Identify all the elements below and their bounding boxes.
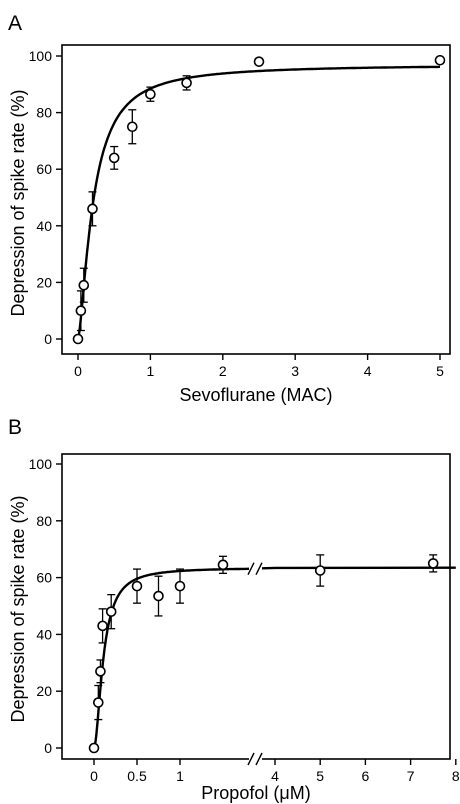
panel-b-break-mark xyxy=(255,752,263,766)
panel-b-data-point xyxy=(174,580,186,592)
panel-a-data-point xyxy=(75,305,87,317)
panel-a-data-point xyxy=(434,54,446,66)
panel-b-y-tick-label: 60 xyxy=(36,570,52,586)
panel-b-data-point xyxy=(217,559,229,571)
panel-b-data-point xyxy=(131,580,143,592)
panel-b-y-tick-label: 40 xyxy=(36,626,52,642)
panel-b-break-mark xyxy=(255,562,263,575)
panel-a-x-tick-label: 2 xyxy=(219,363,227,379)
panel-b-data-point xyxy=(95,666,106,677)
panel-b: B Propofol (μM) Depression of spike rate… xyxy=(8,416,460,803)
panel-a-x-tick-label: 3 xyxy=(291,363,299,379)
panel-b-x-axis-label: Propofol (μM) xyxy=(201,783,310,803)
panel-b-data-point xyxy=(88,742,100,754)
panel-b-y-tick-label: 100 xyxy=(29,456,53,472)
panel-a-data-point xyxy=(127,121,138,133)
panel-a-data-point xyxy=(253,56,265,67)
panel-a-x-tick-label: 4 xyxy=(364,363,372,379)
panel-a-label: A xyxy=(8,12,22,35)
panel-a-fit-curve xyxy=(76,65,440,340)
panel-a-x-axis-label: Sevoflurane (MAC) xyxy=(179,385,332,405)
panel-a-data-point xyxy=(72,333,84,345)
panel-b-x-tick-label: 8 xyxy=(452,768,460,784)
panel-b-x-tick-label: 4 xyxy=(271,768,279,784)
panel-b-break-mark xyxy=(247,562,255,575)
panel-a-data-point xyxy=(108,152,120,164)
panel-a-data-point xyxy=(145,88,156,100)
panel-b-x-tick-label: 7 xyxy=(407,768,415,784)
panel-b-x-tick-label: 5 xyxy=(316,768,324,784)
panel-b-plot-frame xyxy=(61,453,451,760)
panel-b-x-tick-label: 1 xyxy=(176,768,184,784)
panel-a-data-point xyxy=(181,77,192,89)
panel-a-y-axis-label: Depression of spike rate (%) xyxy=(8,89,28,316)
panel-a-x-tick-label: 0 xyxy=(74,363,82,379)
panel-b-data-point xyxy=(93,697,104,708)
panel-b-x-tick-label: 0.5 xyxy=(127,768,147,784)
panel-a-y-tick-label: 80 xyxy=(36,105,52,121)
panel-a-y-tick-label: 40 xyxy=(36,218,52,234)
panel-b-data-point xyxy=(153,590,164,602)
panel-b-x-tick-label: 6 xyxy=(362,768,370,784)
panel-a-data-point xyxy=(78,279,90,291)
panel-b-break-mark xyxy=(247,752,255,766)
panel-b-data-point xyxy=(105,606,117,617)
panel-b-y-axis-label: Depression of spike rate (%) xyxy=(8,495,28,722)
panel-a-y-tick-label: 60 xyxy=(36,161,52,177)
panel-b-data-point xyxy=(314,565,326,576)
panel-b-y-tick-label: 0 xyxy=(44,740,52,756)
panel-a: A Sevoflurane (MAC) Depression of spike … xyxy=(8,12,451,405)
panel-b-y-tick-label: 20 xyxy=(36,683,52,699)
panel-b-fit-curve xyxy=(92,566,456,749)
panel-b-data-point xyxy=(427,558,439,569)
panel-a-plot-frame xyxy=(61,44,451,355)
panel-b-y-tick-label: 80 xyxy=(36,513,52,529)
panel-b-data-point xyxy=(97,620,108,632)
panel-b-x-tick-label: 0 xyxy=(90,768,98,784)
panel-a-y-tick-label: 20 xyxy=(36,274,52,290)
panel-a-data-point xyxy=(87,203,98,215)
panel-a-x-tick-label: 1 xyxy=(147,363,155,379)
panel-a-x-tick-label: 5 xyxy=(436,363,444,379)
panel-a-y-tick-label: 0 xyxy=(44,331,52,347)
panel-a-y-tick-label: 100 xyxy=(29,48,53,64)
panel-b-label: B xyxy=(8,416,22,439)
